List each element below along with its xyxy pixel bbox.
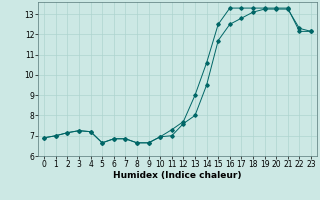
- X-axis label: Humidex (Indice chaleur): Humidex (Indice chaleur): [113, 171, 242, 180]
